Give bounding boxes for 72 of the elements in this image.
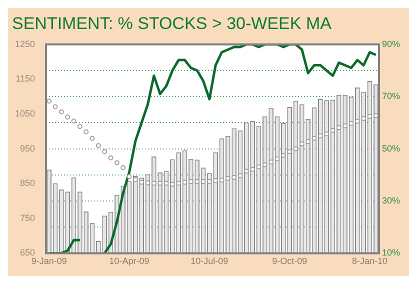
point [348, 120, 354, 126]
point [219, 178, 224, 183]
y-tick-label: 950 [20, 143, 36, 154]
point [170, 182, 175, 187]
y-tick-label: 1150 [16, 74, 36, 84]
x-tick-label: 9-Oct-09 [272, 256, 308, 266]
point [164, 180, 169, 186]
x-tick-label: 10-Apr-09 [109, 256, 150, 266]
x-tick-label: 9-Jan-09 [31, 256, 67, 266]
y-tick-label: 750 [20, 212, 36, 223]
point [225, 176, 230, 181]
point [194, 179, 200, 184]
point [158, 180, 163, 186]
y2-tick-label: 50% [382, 143, 400, 154]
point [330, 128, 336, 133]
point [58, 109, 64, 114]
point [213, 178, 218, 183]
point [145, 180, 150, 186]
point [102, 149, 108, 154]
point [312, 136, 317, 141]
point [336, 125, 342, 130]
x-tick-label: 10-Jul-09 [190, 256, 228, 266]
point [90, 136, 95, 141]
y-tick-label: 1250 [14, 38, 36, 49]
point [71, 118, 76, 124]
chart-title: SENTIMENT: % STOCKS > 30-WEEK MA [12, 14, 332, 33]
y-tick-label: 850 [20, 178, 36, 188]
point [268, 160, 274, 165]
point [256, 164, 262, 170]
point [176, 180, 182, 186]
point [280, 152, 286, 158]
point [324, 131, 330, 136]
point [287, 149, 292, 154]
point [262, 162, 268, 168]
point [114, 160, 120, 166]
point [342, 123, 348, 128]
point [318, 133, 323, 138]
point [232, 174, 237, 180]
point [182, 180, 188, 185]
point [367, 114, 372, 119]
point [65, 114, 70, 120]
point [120, 165, 126, 170]
point [188, 179, 194, 184]
point [46, 98, 52, 104]
point [200, 179, 206, 184]
x-tick-label: 8-Jan-10 [352, 256, 388, 266]
point [126, 174, 132, 180]
y2-tick-label: 10% [382, 248, 400, 258]
point [238, 173, 243, 178]
point [96, 143, 101, 148]
point [373, 113, 378, 118]
point [250, 166, 256, 172]
point [306, 138, 311, 144]
point [77, 124, 82, 130]
point [274, 156, 280, 162]
point [244, 168, 249, 174]
y2-tick-label: 30% [382, 195, 400, 206]
point [151, 180, 156, 186]
point [52, 104, 58, 110]
point [132, 177, 138, 182]
point [299, 141, 304, 146]
y-tick-label: 650 [20, 248, 36, 258]
point [108, 155, 114, 160]
y-tick-label: 1050 [14, 108, 36, 118]
point [361, 116, 366, 122]
point [293, 146, 298, 152]
y2-tick-label: 90% [382, 38, 400, 49]
y2-tick-label: 70% [382, 91, 400, 102]
point [206, 179, 212, 184]
point [139, 180, 144, 185]
point [84, 129, 89, 134]
point [354, 118, 360, 124]
